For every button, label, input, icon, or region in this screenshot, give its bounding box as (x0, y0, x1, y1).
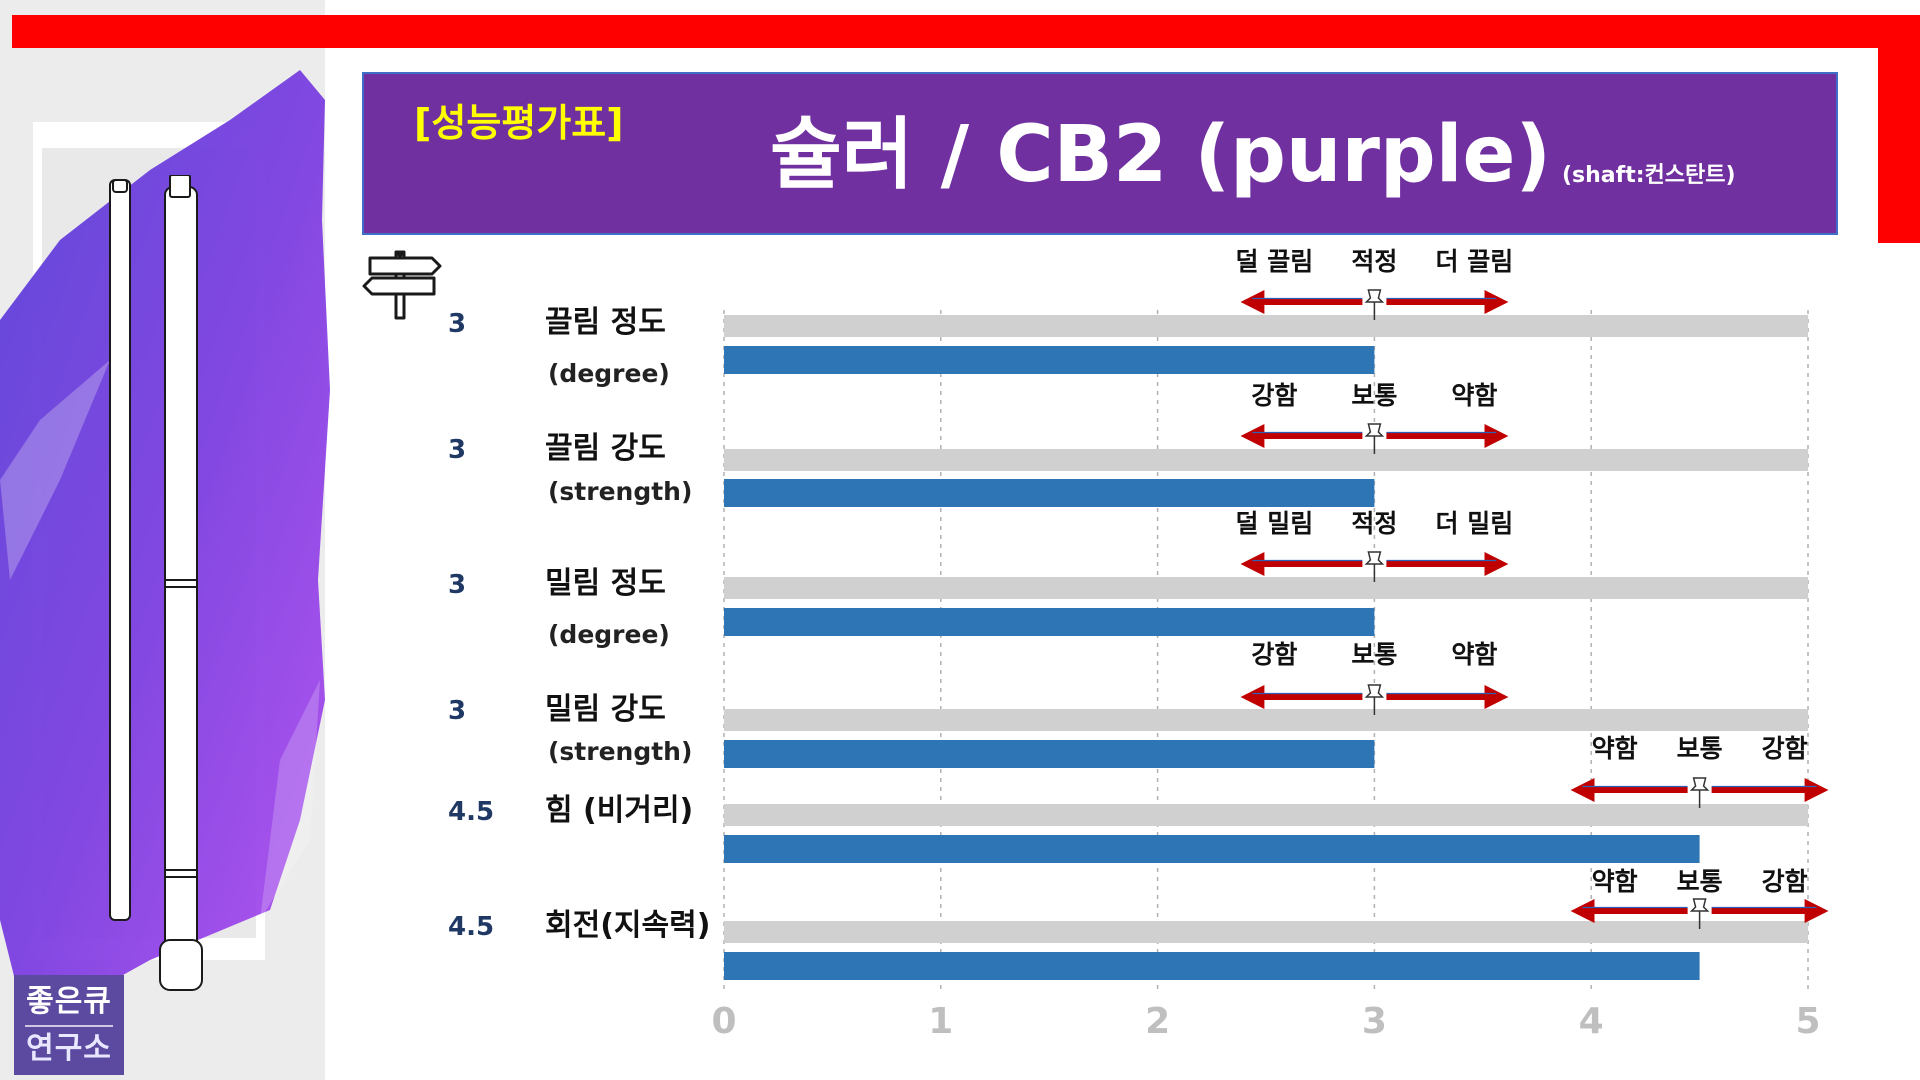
scale-right-label: 약함 (1451, 640, 1497, 669)
category-label: 밀림 강도 (545, 692, 666, 727)
page-title: 슐러 / CB2 (purple) (770, 110, 1552, 200)
pushpin-head (1364, 423, 1385, 437)
logo-line2: 연구소 (26, 1031, 112, 1066)
value-bar (724, 479, 1375, 507)
value-label: 3 (448, 570, 466, 600)
logo-line1: 좋은큐 (26, 984, 112, 1019)
scale-right-label: 더 끌림 (1436, 247, 1514, 276)
x-tick-label: 0 (711, 1001, 736, 1042)
x-tick-label: 5 (1795, 1001, 1820, 1042)
scale-mid-label: 보통 (1677, 734, 1723, 763)
pushpin-icon (1364, 551, 1385, 582)
scale-right-label: 약함 (1451, 381, 1497, 410)
x-tick-label: 2 (1145, 1001, 1170, 1042)
cue-stick-illustration (109, 175, 203, 991)
track-bar (724, 315, 1808, 337)
pushpin-icon (1364, 684, 1385, 715)
track-bar (724, 449, 1808, 471)
subtitle: [성능평가표] (414, 101, 624, 145)
logo-separator (25, 1025, 113, 1027)
pushpin-icon (1689, 898, 1710, 929)
value-bar (724, 835, 1700, 863)
value-label: 3 (448, 696, 466, 726)
track-bar (724, 709, 1808, 731)
category-sublabel: (degree) (548, 620, 670, 649)
pushpin-icon (1364, 289, 1385, 320)
pushpin-head (1364, 684, 1385, 698)
value-label: 4.5 (448, 797, 494, 827)
scale-left-label: 덜 끌림 (1236, 247, 1314, 276)
chart-bars (724, 315, 1808, 980)
scale-mid-label: 적정 (1351, 247, 1397, 276)
scale-left-label: 강함 (1251, 381, 1297, 410)
pushpin-icon (1689, 777, 1710, 808)
scale-right-label: 강함 (1762, 734, 1808, 763)
chart-labels: 3 끌림 정도(degree)덜 끌림 적정 더 끌림3 끌림 강도(strength)… (448, 247, 1829, 943)
value-bar (724, 740, 1375, 768)
scale-right-label: 더 밀림 (1436, 509, 1514, 538)
category-sublabel: (strength) (548, 737, 692, 766)
value-label: 3 (448, 435, 466, 465)
scale-left-label: 덜 밀림 (1236, 509, 1314, 538)
scale-mid-label: 보통 (1351, 381, 1397, 410)
x-tick-label: 3 (1362, 1001, 1387, 1042)
category-label: 힘 (비거리) (545, 793, 693, 828)
category-label: 회전(지속력) (545, 908, 710, 943)
scale-mid-label: 적정 (1351, 509, 1397, 538)
top-red-bar (12, 15, 1912, 48)
scale-mid-label: 보통 (1677, 867, 1723, 896)
shaft-note: (shaft:컨스탄트) (1562, 163, 1736, 188)
category-label: 밀림 정도 (545, 566, 666, 601)
x-axis-ticks: 0 1 2 3 4 5 (711, 1001, 1820, 1042)
value-bar (724, 346, 1375, 374)
category-sublabel: (degree) (548, 359, 670, 388)
pushpin-head (1689, 777, 1710, 791)
pushpin-head (1364, 289, 1385, 303)
category-sublabel: (strength) (548, 477, 692, 506)
signpost-icon (362, 250, 442, 320)
pushpin-head (1689, 898, 1710, 912)
value-label: 4.5 (448, 912, 494, 942)
x-tick-label: 1 (928, 1001, 953, 1042)
track-bar (724, 921, 1808, 943)
category-label: 끌림 강도 (545, 431, 666, 466)
pushpin-head (1364, 551, 1385, 565)
category-label: 끌림 정도 (545, 305, 666, 340)
value-bar (724, 952, 1700, 980)
title-banner (362, 72, 1838, 235)
pushpin-icon (1364, 423, 1385, 454)
scale-left-label: 약함 (1592, 867, 1638, 896)
scale-left-label: 약함 (1592, 734, 1638, 763)
scale-left-label: 강함 (1251, 640, 1297, 669)
right-red-bar (1878, 15, 1920, 243)
track-bar (724, 577, 1808, 599)
value-label: 3 (448, 309, 466, 339)
scale-right-label: 강함 (1762, 867, 1808, 896)
brand-logo: 좋은큐 연구소 (14, 975, 124, 1075)
track-bar (724, 804, 1808, 826)
value-bar (724, 608, 1375, 636)
x-tick-label: 4 (1579, 1001, 1604, 1042)
scale-mid-label: 보통 (1351, 640, 1397, 669)
